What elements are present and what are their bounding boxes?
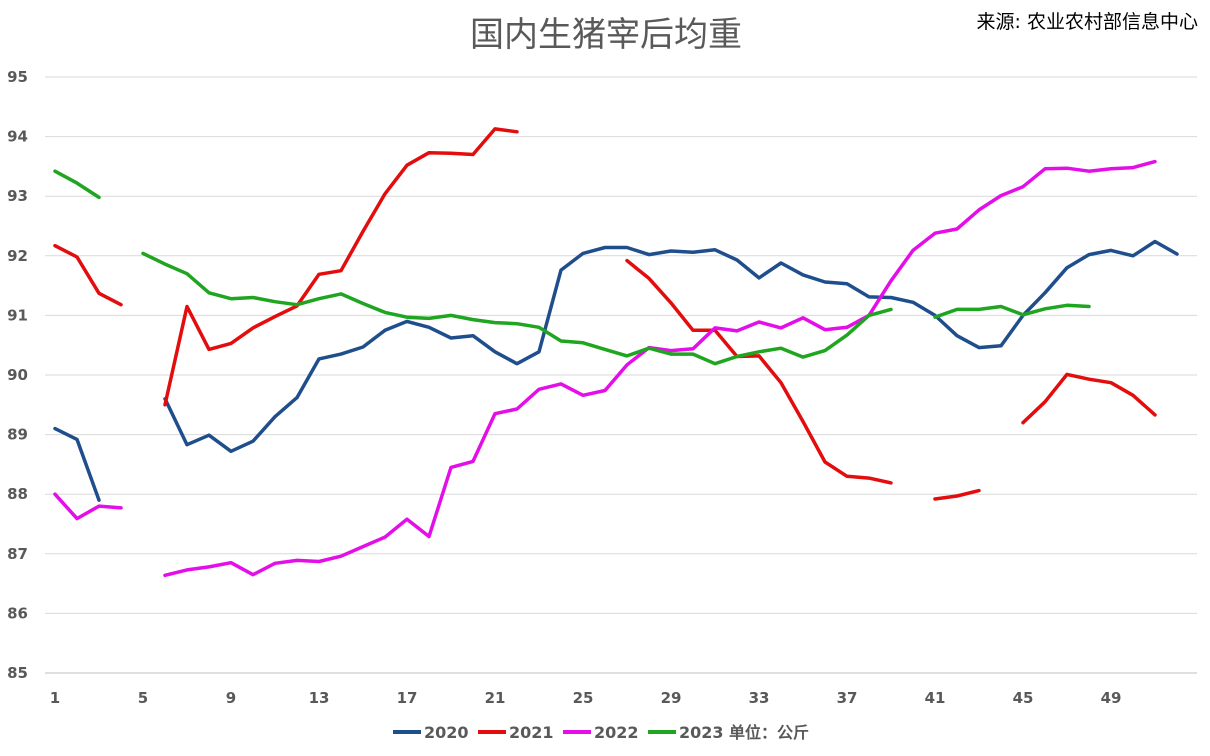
x-tick-label: 21 (485, 689, 506, 707)
y-tick-label: 89 (7, 426, 28, 444)
x-axis-ticks: 1 5 9 13 17 21 25 29 33 37 41 45 49 (50, 689, 1122, 707)
y-tick-label: 94 (7, 128, 28, 146)
unit-label: 单位：公斤 (729, 723, 809, 742)
y-tick-label: 88 (7, 485, 28, 503)
legend-label-2020: 2020 (424, 723, 469, 742)
y-tick-label: 95 (7, 68, 28, 86)
x-tick-label: 13 (309, 689, 330, 707)
y-tick-label: 86 (7, 604, 28, 622)
x-tick-label: 49 (1101, 689, 1122, 707)
legend-label-2021: 2021 (509, 723, 554, 742)
legend-label-2022: 2022 (594, 723, 639, 742)
legend: 2020 2021 2022 2023 (393, 723, 724, 742)
x-tick-label: 9 (226, 689, 236, 707)
x-tick-label: 17 (397, 689, 418, 707)
legend-label-2023: 2023 (679, 723, 724, 742)
series-line-2021 (53, 127, 1157, 501)
x-tick-label: 25 (573, 689, 594, 707)
gridlines (45, 76, 1197, 674)
series-lines (53, 127, 1179, 578)
x-tick-label: 29 (661, 689, 682, 707)
y-axis-ticks: 85 86 87 88 89 90 91 92 93 94 95 (7, 68, 28, 682)
x-tick-label: 37 (837, 689, 858, 707)
x-tick-label: 41 (925, 689, 946, 707)
x-tick-label: 1 (50, 689, 60, 707)
source-note: 来源: 农业农村部信息中心 (977, 11, 1198, 33)
chart-title: 国内生猪宰后均重 (470, 15, 742, 55)
y-tick-label: 91 (7, 306, 28, 324)
y-tick-label: 93 (7, 187, 28, 205)
series-line-2023 (53, 169, 1091, 366)
x-tick-label: 5 (138, 689, 148, 707)
x-tick-label: 33 (749, 689, 770, 707)
series-line-2020 (53, 239, 1179, 502)
y-tick-label: 92 (7, 247, 28, 265)
y-tick-label: 87 (7, 545, 28, 563)
y-tick-label: 85 (7, 664, 28, 682)
series-line-2022 (53, 159, 1157, 578)
x-tick-label: 45 (1013, 689, 1034, 707)
y-tick-label: 90 (7, 366, 28, 384)
